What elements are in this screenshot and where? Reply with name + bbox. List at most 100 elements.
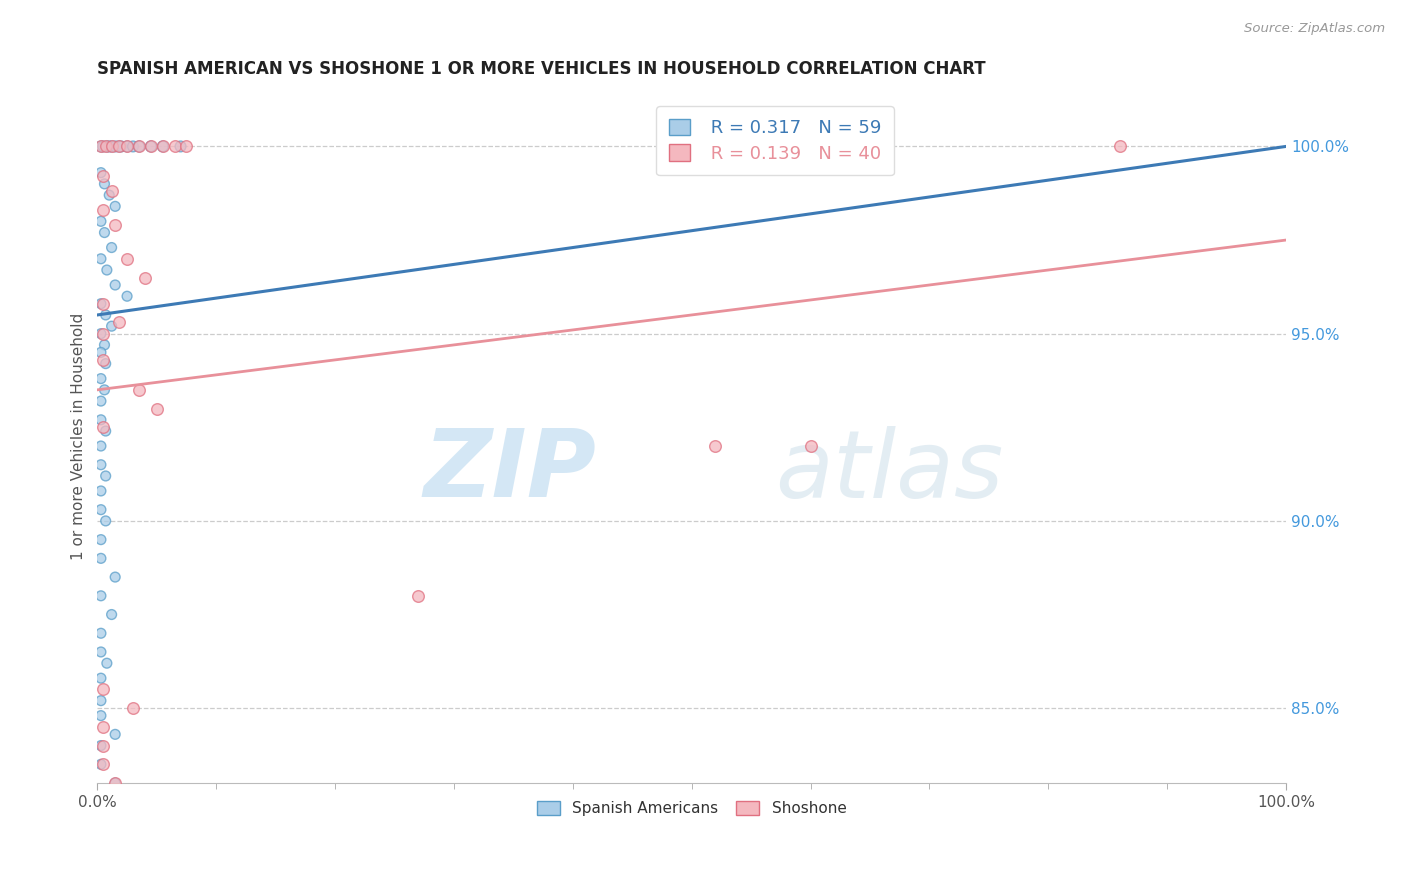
Point	[96, 139, 118, 153]
Point	[104, 139, 127, 153]
Point	[91, 326, 114, 341]
Point	[90, 483, 112, 498]
Point	[90, 708, 112, 723]
Point	[96, 657, 118, 671]
Point	[90, 166, 112, 180]
Point	[139, 139, 162, 153]
Point	[104, 218, 127, 232]
Point	[139, 139, 162, 153]
Point	[110, 139, 132, 153]
Point	[90, 502, 112, 516]
Point	[115, 139, 138, 153]
Point	[134, 270, 156, 285]
Point	[128, 139, 150, 153]
Point	[93, 177, 115, 191]
Point	[107, 315, 129, 329]
Point	[91, 720, 114, 734]
Point	[128, 139, 150, 153]
Point	[107, 139, 129, 153]
Point	[91, 832, 114, 847]
Point	[100, 139, 122, 153]
Point	[90, 671, 112, 685]
Point	[91, 757, 114, 772]
Point	[90, 645, 112, 659]
Point	[93, 383, 115, 397]
Point	[90, 757, 112, 772]
Point	[90, 214, 112, 228]
Point	[94, 424, 117, 438]
Point	[104, 727, 127, 741]
Point	[90, 626, 112, 640]
Point	[91, 795, 114, 809]
Point	[704, 439, 727, 453]
Point	[1108, 139, 1130, 153]
Point	[100, 185, 122, 199]
Point	[91, 139, 114, 153]
Point	[90, 693, 112, 707]
Point	[799, 439, 821, 453]
Point	[91, 420, 114, 434]
Point	[90, 589, 112, 603]
Point	[100, 139, 122, 153]
Point	[93, 338, 115, 352]
Point	[91, 169, 114, 184]
Point	[128, 383, 150, 397]
Point	[91, 851, 114, 865]
Point	[90, 139, 112, 153]
Point	[90, 413, 112, 427]
Point	[93, 226, 115, 240]
Point	[94, 139, 117, 153]
Point	[152, 139, 174, 153]
Point	[96, 263, 118, 277]
Legend: Spanish Americans, Shoshone: Spanish Americans, Shoshone	[529, 794, 853, 824]
Point	[146, 401, 169, 416]
Point	[115, 289, 138, 303]
Point	[90, 345, 112, 359]
Text: Source: ZipAtlas.com: Source: ZipAtlas.com	[1244, 22, 1385, 36]
Point	[406, 589, 429, 603]
Point	[90, 458, 112, 472]
Point	[94, 514, 117, 528]
Point	[98, 139, 121, 153]
Point	[91, 203, 114, 218]
Point	[104, 776, 127, 790]
Point	[104, 277, 127, 292]
Point	[90, 533, 112, 547]
Point	[90, 139, 112, 153]
Point	[94, 469, 117, 483]
Point	[122, 701, 145, 715]
Point	[152, 139, 174, 153]
Point	[90, 252, 112, 266]
Point	[98, 188, 121, 202]
Point	[104, 570, 127, 584]
Point	[94, 308, 117, 322]
Text: ZIP: ZIP	[423, 425, 596, 517]
Point	[90, 326, 112, 341]
Text: atlas: atlas	[775, 425, 1002, 516]
Point	[100, 607, 122, 622]
Text: SPANISH AMERICAN VS SHOSHONE 1 OR MORE VEHICLES IN HOUSEHOLD CORRELATION CHART: SPANISH AMERICAN VS SHOSHONE 1 OR MORE V…	[97, 60, 986, 78]
Point	[107, 139, 129, 153]
Point	[90, 739, 112, 753]
Point	[94, 357, 117, 371]
Point	[122, 139, 145, 153]
Point	[91, 814, 114, 828]
Point	[90, 551, 112, 566]
Point	[115, 139, 138, 153]
Point	[91, 888, 114, 892]
Point	[91, 296, 114, 310]
Point	[169, 139, 191, 153]
Point	[115, 252, 138, 266]
Point	[176, 139, 198, 153]
Point	[163, 139, 186, 153]
Y-axis label: 1 or more Vehicles in Household: 1 or more Vehicles in Household	[72, 313, 86, 560]
Point	[91, 682, 114, 697]
Point	[100, 319, 122, 334]
Point	[90, 439, 112, 453]
Point	[91, 870, 114, 884]
Point	[90, 296, 112, 310]
Point	[100, 241, 122, 255]
Point	[104, 199, 127, 213]
Point	[90, 371, 112, 385]
Point	[91, 739, 114, 753]
